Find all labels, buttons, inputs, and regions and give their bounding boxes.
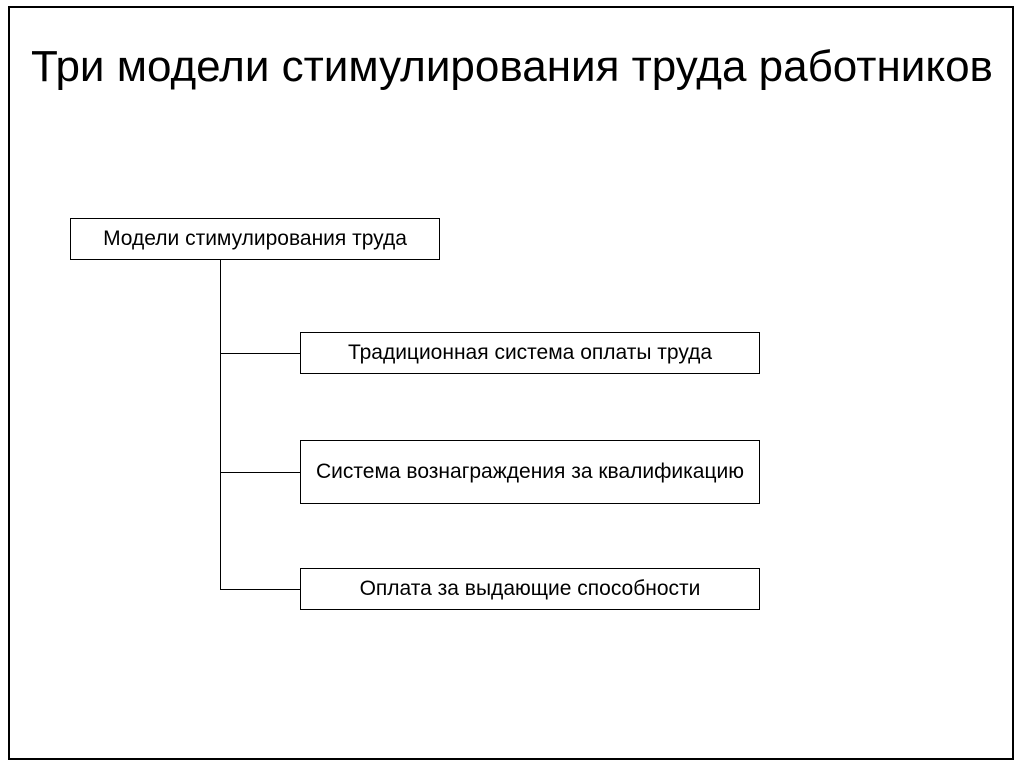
node-child-3: Оплата за выдающие способности (300, 568, 760, 610)
connector-branch-2 (220, 472, 300, 473)
connector-trunk (220, 260, 221, 590)
node-child-2-label: Система вознаграждения за квалификацию (316, 460, 744, 484)
node-child-3-label: Оплата за выдающие способности (360, 577, 701, 601)
connector-branch-3 (220, 589, 300, 590)
slide-frame (8, 6, 1014, 760)
node-child-1-label: Традиционная система оплаты труда (348, 341, 712, 365)
node-root-label: Модели стимулирования труда (103, 227, 407, 251)
connector-branch-1 (220, 353, 300, 354)
slide-title: Три модели стимулирования труда работник… (0, 42, 1024, 93)
node-child-1: Традиционная система оплаты труда (300, 332, 760, 374)
node-child-2: Система вознаграждения за квалификацию (300, 440, 760, 504)
node-root: Модели стимулирования труда (70, 218, 440, 260)
